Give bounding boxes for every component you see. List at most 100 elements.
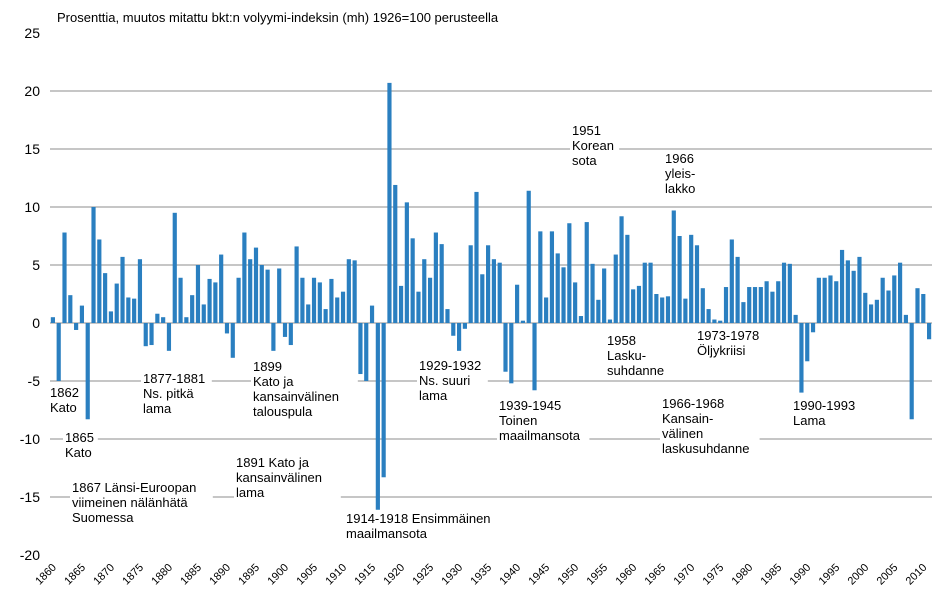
bar bbox=[805, 323, 810, 362]
bar bbox=[335, 297, 340, 323]
x-tick-label: 2005 bbox=[875, 562, 901, 588]
bar bbox=[364, 323, 369, 381]
bar bbox=[503, 323, 508, 372]
bar bbox=[219, 254, 224, 323]
x-tick-label: 1890 bbox=[207, 562, 233, 588]
annotation-bg bbox=[605, 333, 669, 380]
bar bbox=[190, 295, 195, 323]
annotation-text: talouspula bbox=[253, 404, 313, 419]
bar bbox=[387, 82, 392, 323]
x-tick-label: 1975 bbox=[701, 562, 727, 588]
bar bbox=[329, 278, 334, 323]
bar bbox=[776, 281, 781, 323]
y-tick-label: 5 bbox=[32, 257, 40, 273]
bar bbox=[694, 245, 700, 323]
annotation-bg bbox=[63, 430, 98, 462]
bar bbox=[770, 291, 775, 323]
bar bbox=[230, 323, 235, 358]
bar bbox=[207, 278, 212, 323]
bar bbox=[456, 323, 462, 351]
annotation-text: kansainvälinen bbox=[236, 470, 322, 485]
annotation-bg bbox=[695, 328, 773, 360]
bar bbox=[224, 323, 230, 334]
bar bbox=[265, 269, 270, 323]
annotation-bg bbox=[663, 151, 713, 198]
bar bbox=[427, 277, 433, 323]
bar bbox=[555, 253, 560, 323]
bar bbox=[317, 282, 322, 323]
bar bbox=[596, 299, 601, 323]
bar bbox=[50, 317, 55, 323]
bar bbox=[799, 323, 804, 393]
bar bbox=[909, 323, 914, 420]
x-tick-label: 1905 bbox=[294, 562, 320, 588]
annotation-text: 1958 bbox=[607, 333, 636, 348]
bar bbox=[602, 268, 607, 323]
annotation-text: 1867 Länsi-Euroopan bbox=[72, 480, 196, 495]
x-tick-label: 1945 bbox=[526, 562, 552, 588]
bar bbox=[561, 267, 566, 323]
bar bbox=[631, 289, 636, 323]
bar bbox=[671, 210, 676, 323]
bar bbox=[277, 268, 282, 323]
annotation-text: sota bbox=[572, 153, 597, 168]
annotation-text: lakko bbox=[665, 181, 695, 196]
bar bbox=[927, 323, 932, 340]
bar bbox=[85, 323, 90, 420]
bar bbox=[538, 231, 543, 323]
bar bbox=[114, 283, 119, 323]
bar bbox=[242, 232, 247, 323]
bar bbox=[137, 259, 143, 323]
bar bbox=[340, 291, 346, 323]
bar bbox=[619, 216, 624, 323]
bar bbox=[677, 236, 682, 323]
annotation-bg bbox=[791, 398, 862, 430]
bar bbox=[108, 311, 114, 323]
bar bbox=[462, 323, 467, 329]
bar bbox=[532, 323, 537, 391]
bar bbox=[857, 256, 862, 323]
bar bbox=[863, 292, 868, 323]
bar bbox=[851, 270, 856, 323]
annotation-bg bbox=[70, 480, 213, 527]
bar bbox=[752, 287, 758, 323]
x-tick-label: 1980 bbox=[730, 562, 756, 588]
x-tick-label: 2000 bbox=[846, 562, 872, 588]
annotation-text: Ns. pitkä bbox=[143, 386, 194, 401]
bar bbox=[149, 323, 154, 346]
annotation-text: Öljykriisi bbox=[697, 343, 745, 358]
bar bbox=[712, 319, 717, 323]
bar bbox=[410, 238, 415, 323]
bar bbox=[613, 254, 618, 323]
bar bbox=[648, 262, 653, 323]
bar bbox=[486, 245, 491, 323]
x-tick-label: 1960 bbox=[613, 562, 639, 588]
x-tick-label: 1920 bbox=[381, 562, 407, 588]
annotation-bg bbox=[234, 455, 341, 502]
bar bbox=[520, 320, 526, 323]
bar bbox=[323, 309, 328, 323]
bar bbox=[625, 234, 630, 323]
bar bbox=[97, 239, 102, 323]
x-tick-label: 1865 bbox=[62, 562, 88, 588]
annotation-text: 1899 bbox=[253, 359, 282, 374]
x-tick-label: 1955 bbox=[584, 562, 610, 588]
annotation-text: Ns. suuri bbox=[419, 373, 470, 388]
annotation-text: Kato bbox=[50, 400, 77, 415]
x-tick-label: 1900 bbox=[265, 562, 291, 588]
bar bbox=[526, 190, 531, 323]
bar bbox=[294, 246, 299, 323]
annotation-bg bbox=[570, 123, 620, 170]
annotation-text: Korean bbox=[572, 138, 614, 153]
annotation-text: 1877-1881 bbox=[143, 371, 205, 386]
bar bbox=[259, 265, 264, 323]
annotation-text: Lasku- bbox=[607, 348, 646, 363]
bar bbox=[404, 202, 409, 323]
x-tick-label: 1925 bbox=[410, 562, 436, 588]
